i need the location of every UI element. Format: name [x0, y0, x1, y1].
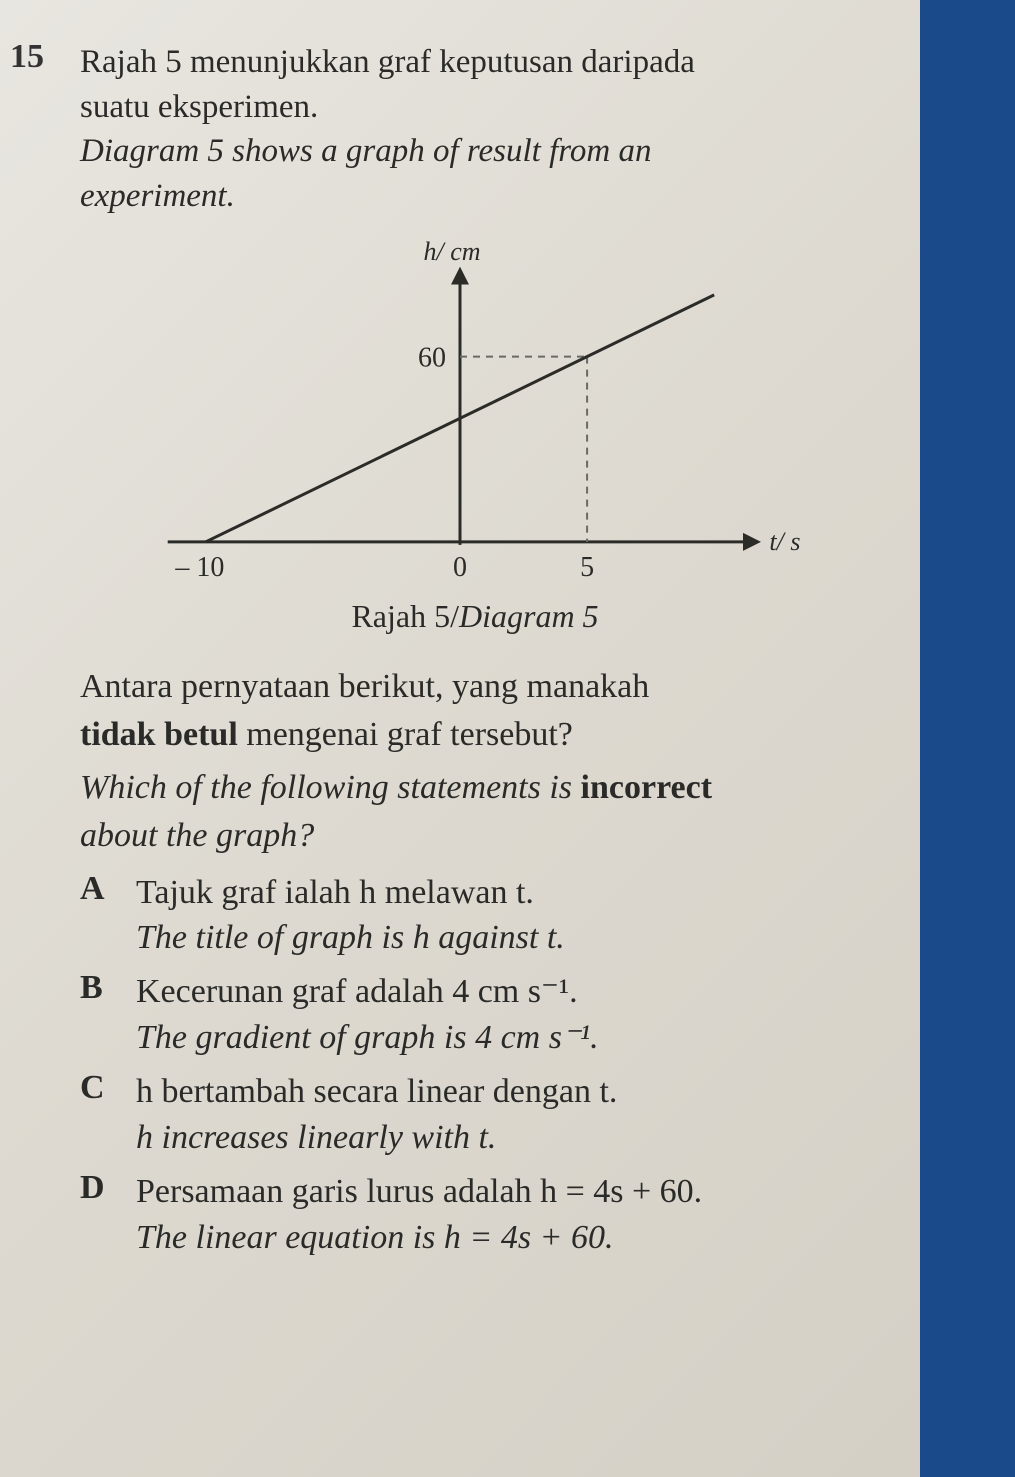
option-b: B Kecerunan graf adalah 4 cm s⁻¹. The gr… [80, 969, 870, 1061]
graph-chart: h/ cm t/ s – 10 0 5 60 [115, 228, 835, 588]
body-ms-line1: Antara pernyataan berikut, yang manakah [80, 668, 649, 705]
prompt-ms-line1: Rajah 5 menunjukkan graf keputusan darip… [80, 40, 870, 85]
page-edge [920, 0, 1015, 1477]
option-d-ms: Persamaan garis lurus adalah h = 4s + 60… [136, 1173, 702, 1210]
option-text: Kecerunan graf adalah 4 cm s⁻¹. The grad… [136, 969, 599, 1061]
svg-text:60: 60 [418, 343, 446, 374]
prompt-en-line2: experiment. [80, 174, 870, 219]
option-text: h bertambah secara linear dengan t. h in… [136, 1069, 617, 1161]
figure-caption: Rajah 5/Diagram 5 [80, 598, 870, 635]
option-b-en: The gradient of graph is 4 cm s⁻¹. [136, 1019, 599, 1056]
option-c-en: h increases linearly with t. [136, 1119, 496, 1156]
svg-text:5: 5 [580, 552, 594, 583]
option-d: D Persamaan garis lurus adalah h = 4s + … [80, 1169, 870, 1261]
option-a-ms: Tajuk graf ialah h melawan t. [136, 874, 534, 911]
svg-text:0: 0 [453, 552, 467, 583]
body-ms-bold: tidak betul [80, 716, 238, 753]
option-letter: B [80, 969, 114, 1061]
svg-text:– 10: – 10 [174, 552, 224, 583]
option-letter: D [80, 1169, 114, 1261]
option-letter: A [80, 870, 114, 962]
question-body-ms: Antara pernyataan berikut, yang manakah … [80, 663, 870, 758]
caption-en: Diagram 5 [459, 598, 599, 634]
question-body-en: Which of the following statements is inc… [80, 764, 870, 859]
options-list: A Tajuk graf ialah h melawan t. The titl… [80, 870, 870, 1261]
body-en-line2: about the graph? [80, 817, 314, 854]
question-content: Rajah 5 menunjukkan graf keputusan darip… [80, 40, 870, 1261]
svg-text:t/ s: t/ s [769, 527, 800, 556]
prompt-en-line1: Diagram 5 shows a graph of result from a… [80, 129, 870, 174]
body-en-line1a: Which of the following statements is [80, 769, 581, 806]
option-c-ms: h bertambah secara linear dengan t. [136, 1073, 617, 1110]
question-number: 15 [10, 38, 44, 76]
caption-ms: Rajah 5 [351, 598, 450, 634]
caption-sep: / [450, 598, 459, 634]
option-a: A Tajuk graf ialah h melawan t. The titl… [80, 870, 870, 962]
svg-text:h/ cm: h/ cm [423, 237, 480, 266]
option-text: Tajuk graf ialah h melawan t. The title … [136, 870, 565, 962]
page: 15 Rajah 5 menunjukkan graf keputusan da… [0, 0, 920, 1477]
option-a-en: The title of graph is h against t. [136, 919, 565, 956]
body-en-bold: incorrect [581, 769, 713, 806]
option-d-en: The linear equation is h = 4s + 60. [136, 1219, 614, 1256]
body-ms-line2b: mengenai graf tersebut? [238, 716, 573, 753]
option-letter: C [80, 1069, 114, 1161]
graph-container: h/ cm t/ s – 10 0 5 60 [80, 228, 870, 588]
option-b-ms: Kecerunan graf adalah 4 cm s⁻¹. [136, 973, 578, 1010]
option-text: Persamaan garis lurus adalah h = 4s + 60… [136, 1169, 702, 1261]
option-c: C h bertambah secara linear dengan t. h … [80, 1069, 870, 1161]
prompt-ms-line2: suatu eksperimen. [80, 85, 870, 130]
